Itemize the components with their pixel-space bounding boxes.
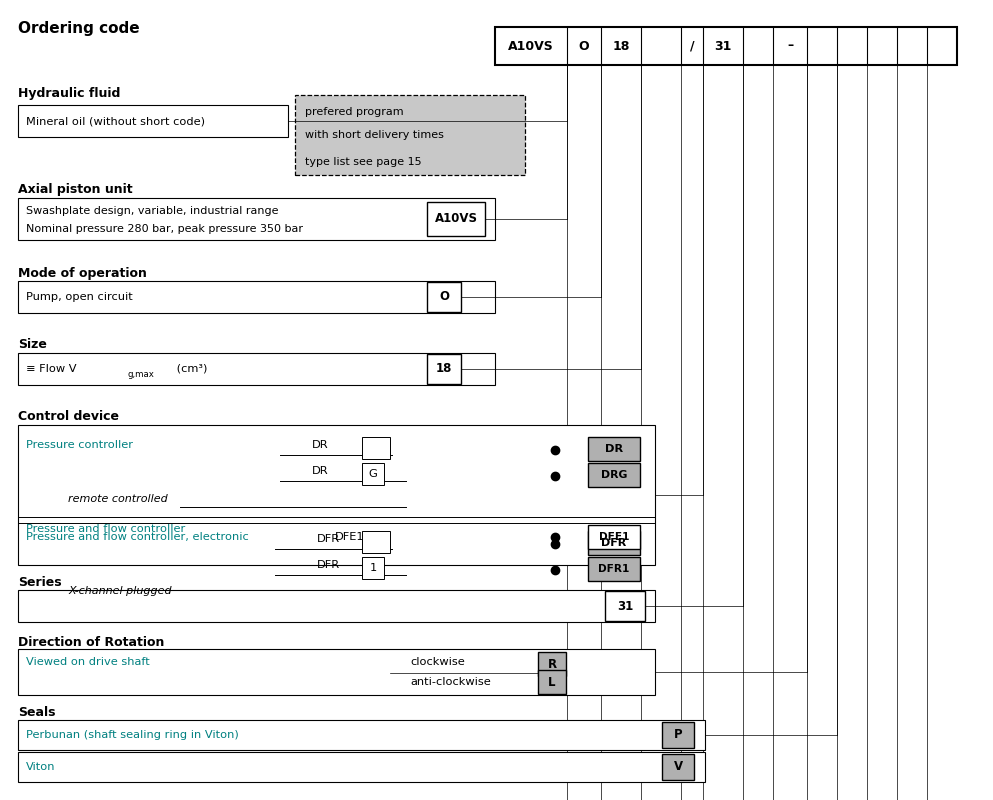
Text: Viton: Viton (26, 762, 56, 772)
Text: A10VS: A10VS (435, 213, 478, 226)
Text: Pump, open circuit: Pump, open circuit (26, 292, 133, 302)
Text: 18: 18 (436, 362, 452, 375)
Text: L: L (548, 675, 556, 689)
Bar (18, 752, 705, 782)
Bar (18, 105, 288, 137)
Text: –: – (786, 39, 793, 53)
Text: P: P (673, 729, 682, 742)
Text: Mineral oil (without short code): Mineral oil (without short code) (26, 116, 205, 126)
Bar (362, 437, 390, 459)
Bar (18, 353, 495, 385)
Text: X-channel plugged: X-channel plugged (68, 586, 172, 596)
Text: DFR1: DFR1 (599, 564, 630, 574)
Text: O: O (439, 290, 449, 303)
Bar (295, 95, 525, 175)
Text: G: G (368, 469, 377, 479)
Bar (18, 590, 655, 622)
Text: Pressure controller: Pressure controller (26, 440, 133, 450)
Text: Series: Series (18, 575, 62, 589)
Text: /: / (690, 39, 694, 53)
Bar (588, 437, 640, 461)
Text: DR: DR (312, 466, 329, 476)
Text: Control device: Control device (18, 410, 119, 423)
Text: DFE1: DFE1 (335, 532, 364, 542)
Text: Direction of Rotation: Direction of Rotation (18, 635, 165, 649)
Bar (362, 463, 384, 485)
Text: (cm³): (cm³) (173, 364, 208, 374)
Bar (427, 202, 485, 236)
Bar (18, 649, 655, 695)
Text: Swashplate design, variable, industrial range: Swashplate design, variable, industrial … (26, 206, 278, 216)
Bar (18, 198, 495, 240)
Text: Pressure and flow controller, electronic: Pressure and flow controller, electronic (26, 532, 249, 542)
Bar (588, 557, 640, 581)
Bar (18, 281, 495, 313)
Text: Viewed on drive shaft: Viewed on drive shaft (26, 657, 150, 667)
Bar (18, 720, 705, 750)
Bar (495, 27, 957, 65)
Text: with short delivery times: with short delivery times (305, 130, 444, 140)
Bar (662, 754, 694, 780)
Bar (362, 557, 384, 579)
Bar (662, 722, 694, 748)
Text: DFR: DFR (602, 538, 627, 548)
Bar (427, 354, 461, 384)
Text: Perbunan (shaft sealing ring in Viton): Perbunan (shaft sealing ring in Viton) (26, 730, 238, 740)
Text: anti-clockwise: anti-clockwise (410, 677, 491, 687)
Text: Size: Size (18, 338, 47, 351)
Text: O: O (579, 39, 589, 53)
Bar (538, 670, 566, 694)
Text: Nominal pressure 280 bar, peak pressure 350 bar: Nominal pressure 280 bar, peak pressure … (26, 224, 303, 234)
Text: Hydraulic fluid: Hydraulic fluid (18, 87, 120, 101)
Text: DFR: DFR (317, 560, 340, 570)
Text: Axial piston unit: Axial piston unit (18, 183, 133, 197)
Text: g,max: g,max (128, 370, 155, 379)
Bar (588, 531, 640, 555)
Text: 1: 1 (369, 563, 376, 573)
Bar (362, 531, 390, 553)
Text: 18: 18 (613, 39, 630, 53)
Text: DR: DR (605, 444, 623, 454)
Text: 31: 31 (714, 39, 732, 53)
Text: DFR: DFR (317, 534, 340, 544)
Text: type list see page 15: type list see page 15 (305, 157, 422, 167)
Text: Seals: Seals (18, 706, 56, 718)
Bar (427, 282, 461, 312)
Text: DRG: DRG (601, 470, 628, 480)
Text: DFE1: DFE1 (599, 532, 630, 542)
Bar (538, 652, 566, 676)
Bar (588, 525, 640, 549)
Text: Mode of operation: Mode of operation (18, 266, 147, 279)
Text: 31: 31 (617, 599, 634, 613)
Bar (588, 463, 640, 487)
Text: V: V (673, 761, 682, 774)
Text: DR: DR (312, 440, 329, 450)
Text: remote controlled: remote controlled (68, 494, 168, 504)
Text: Ordering code: Ordering code (18, 21, 140, 35)
Text: A10VS: A10VS (508, 39, 554, 53)
Bar (18, 425, 655, 565)
Text: prefered program: prefered program (305, 107, 403, 117)
Text: Pressure and flow controller: Pressure and flow controller (26, 524, 186, 534)
Bar (605, 591, 645, 621)
Text: R: R (547, 658, 556, 670)
Text: ≡ Flow V: ≡ Flow V (26, 364, 76, 374)
Text: clockwise: clockwise (410, 657, 465, 667)
